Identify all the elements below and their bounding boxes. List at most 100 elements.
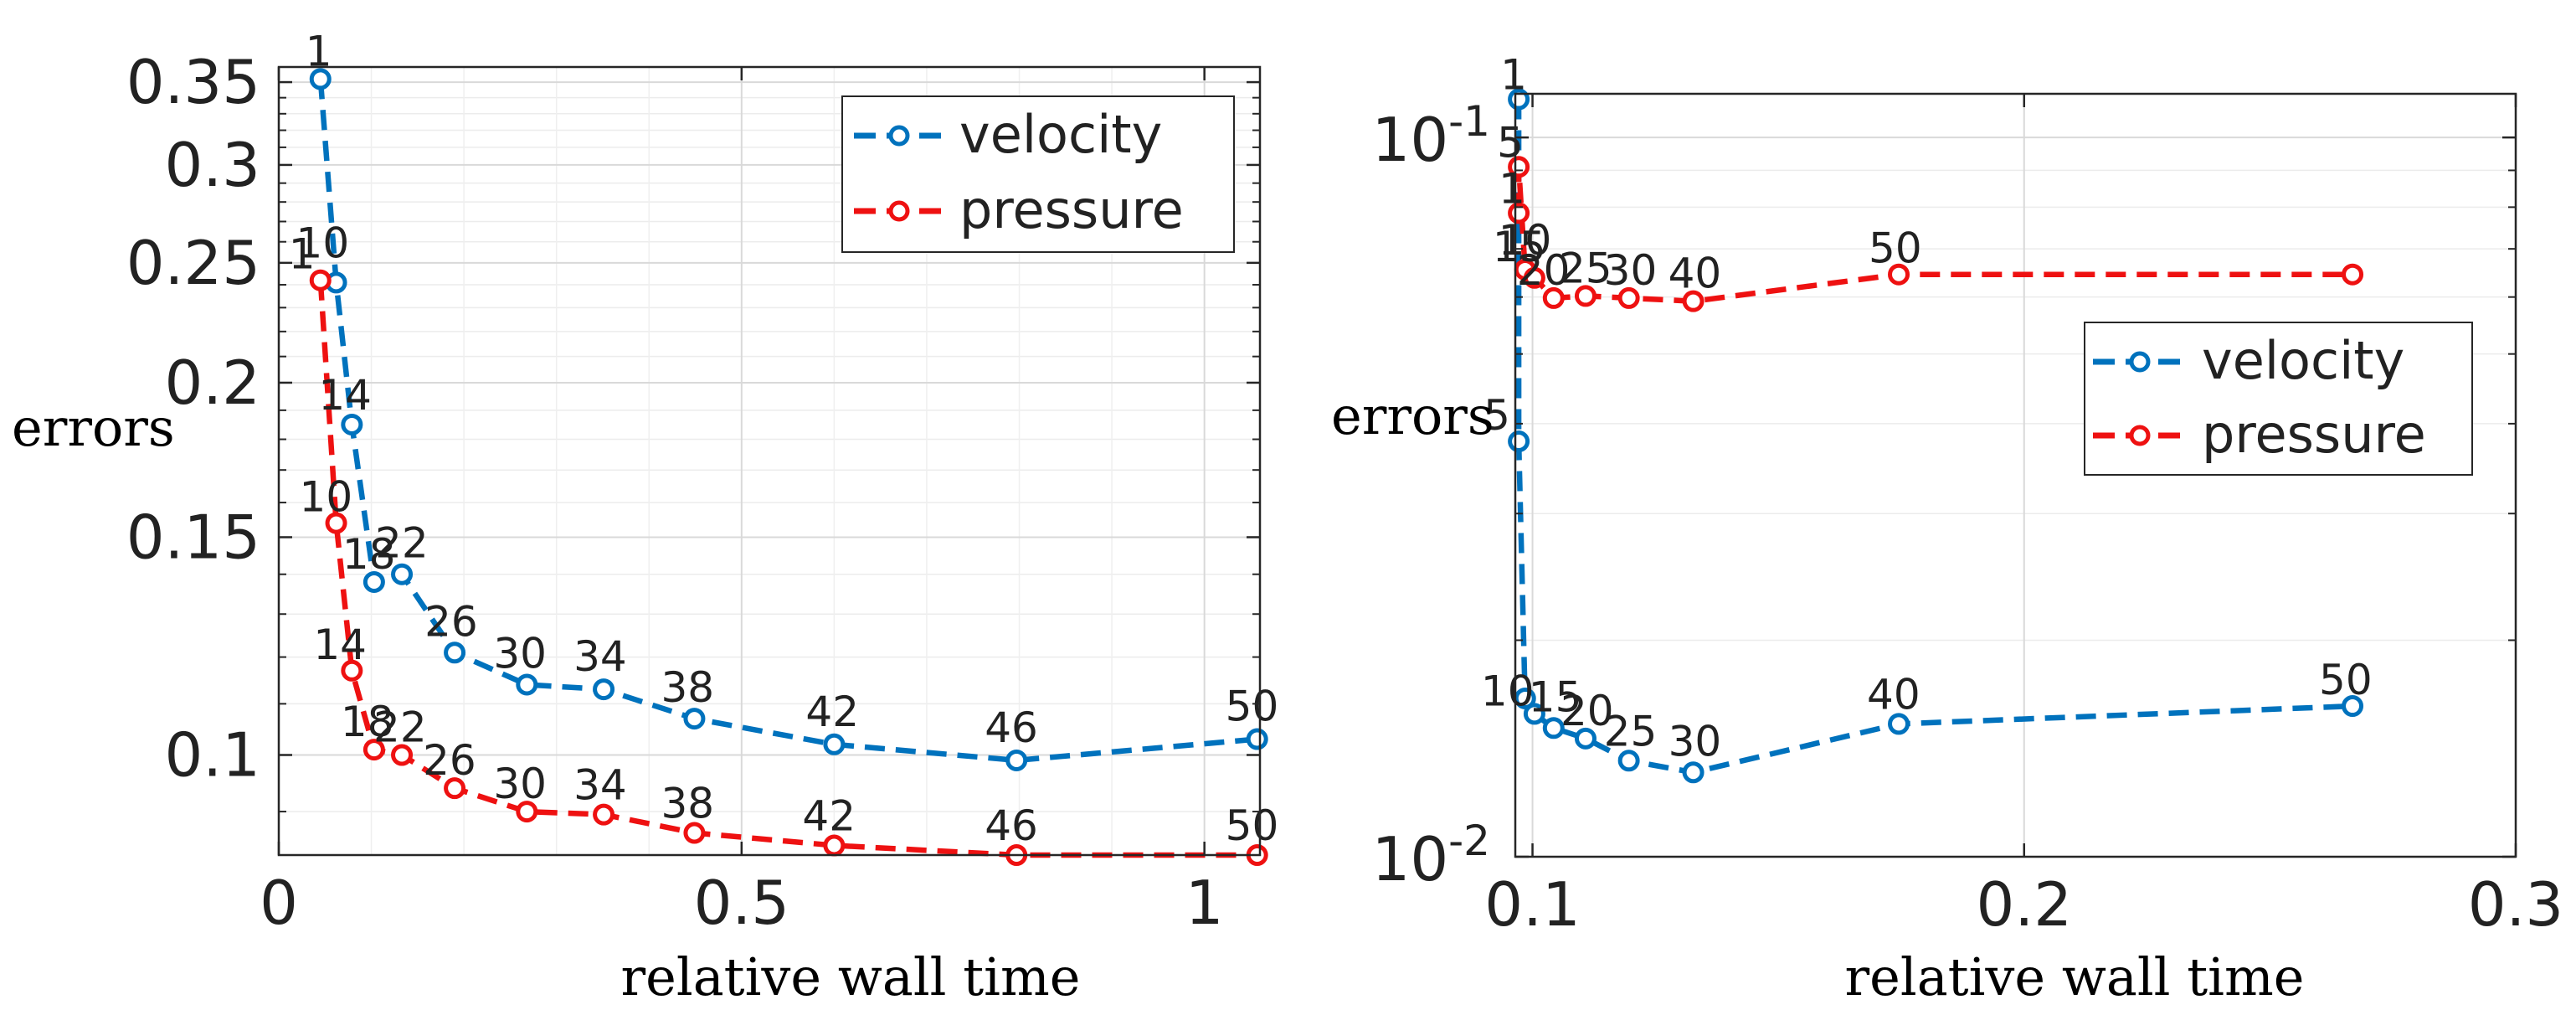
right-y-tick-label: 10-1 — [1372, 97, 1490, 175]
left-velocity-point — [1005, 749, 1028, 771]
left-velocity-point-label: 46 — [985, 703, 1038, 752]
right-velocity-point-label: 40 — [1867, 670, 1920, 719]
left-velocity-point-label: 34 — [573, 632, 627, 681]
left-legend-velocity-label: velocity — [959, 104, 1162, 165]
left-velocity-point — [341, 413, 363, 435]
left-pressure-point — [516, 801, 538, 823]
left-velocity-point — [309, 68, 332, 90]
right-pressure-point-label: 50 — [1869, 224, 1922, 273]
left-velocity-line — [317, 79, 1257, 764]
right-x-tick-label: 0.2 — [1977, 869, 2073, 940]
left-velocity-point-label: 18 — [342, 530, 396, 579]
right-velocity-point-label: 15 — [1529, 672, 1582, 721]
left-pressure-point — [391, 744, 414, 766]
left-velocity-point — [362, 570, 385, 593]
left-pressure-point-label: 18 — [341, 698, 394, 746]
left-pressure-point-label: 22 — [373, 703, 427, 752]
left-y-tick-label: 0.35 — [126, 47, 260, 117]
right-velocity-point — [2342, 695, 2364, 718]
right-pressure-point-label: 10 — [1499, 216, 1552, 265]
left-pressure-point-label: 30 — [493, 760, 547, 808]
left-y-tick-label: 0.2 — [164, 348, 260, 418]
left-pressure-point-label: 26 — [423, 736, 476, 785]
right-legend-pressure-label: pressure — [2202, 404, 2426, 465]
left-pressure-point — [341, 659, 363, 682]
left-pressure-point-label: 34 — [573, 761, 627, 810]
left-pressure-point — [593, 803, 615, 826]
left-velocity-point — [683, 708, 706, 730]
left-pressure-point-label: 10 — [300, 473, 353, 522]
left-x-tick-labels: 0 0.5 1 — [260, 868, 1223, 938]
left-velocity-point-label: 22 — [375, 519, 429, 568]
right-x-tick-label: 0.1 — [1484, 869, 1581, 940]
right-pressure-point-label: 30 — [1604, 246, 1658, 295]
right-pressure-point — [1542, 286, 1565, 309]
right-velocity-point — [1574, 727, 1597, 750]
left-legend-velocity-marker — [888, 125, 910, 147]
left-velocity-point — [444, 642, 466, 664]
right-x-tick-label: 0.3 — [2468, 869, 2564, 940]
right-pressure-point-label: 5 — [1497, 118, 1524, 167]
right-tick-marks — [1515, 94, 2517, 858]
right-velocity-point — [1682, 761, 1704, 784]
left-y-tick-label: 0.3 — [164, 130, 260, 200]
left-velocity-point-label: 30 — [493, 629, 547, 678]
right-y-tick-labels: 10-2 10-1 — [1372, 97, 1490, 894]
left-legend-pressure-marker — [888, 200, 910, 222]
right-pressure-point-label: 20 — [1517, 246, 1571, 295]
left-pressure-point-label: 1 — [289, 230, 316, 279]
left-pressure-point-label: 42 — [802, 792, 856, 841]
right-x-tick-labels: 0.1 0.2 0.3 — [1484, 869, 2563, 940]
right-y-axis-label: errors — [1331, 385, 1494, 446]
left-velocity-point — [593, 678, 615, 701]
left-series-lines — [317, 79, 1257, 858]
right-pressure-point — [1574, 285, 1597, 307]
left-pressure-point — [309, 269, 332, 291]
left-x-axis-label: relative wall time — [621, 946, 1081, 1007]
right-legend-velocity-label: velocity — [2202, 330, 2404, 391]
left-velocity-point-label: 26 — [424, 597, 478, 646]
left-y-axis-label: errors — [12, 397, 175, 458]
left-pressure-line — [317, 280, 1257, 858]
right-legend-pressure-marker — [2129, 425, 2151, 446]
left-pressure-point-label: 50 — [1226, 801, 1279, 850]
right-pressure-point — [1523, 266, 1545, 289]
left-velocity-point — [391, 563, 414, 585]
right-velocity-point — [1888, 713, 1910, 735]
left-legend-pressure-label: pressure — [959, 179, 1184, 240]
left-pressure-point — [683, 822, 706, 844]
right-y-tick-label: 10-2 — [1372, 817, 1490, 894]
left-pressure-point — [444, 777, 466, 800]
left-x-tick-label: 0.5 — [694, 868, 790, 938]
left-velocity-point-label: 42 — [805, 688, 859, 736]
left-x-tick-label: 1 — [1185, 868, 1224, 938]
right-velocity-point-label: 50 — [2319, 656, 2373, 704]
right-pressure-point — [2342, 263, 2364, 286]
left-y-tick-label: 0.25 — [126, 228, 260, 298]
right-velocity-point-label: 30 — [1668, 717, 1722, 765]
right-velocity-point — [1542, 717, 1565, 739]
left-velocity-point — [516, 673, 538, 696]
left-velocity-point-label: 38 — [661, 663, 714, 712]
right-velocity-point-label: 1 — [1500, 51, 1527, 100]
left-pressure-point-label: 14 — [313, 621, 367, 669]
left-pressure-point-label: 46 — [985, 801, 1038, 850]
right-velocity-point-label: 5 — [1483, 391, 1510, 440]
right-pressure-point — [1682, 290, 1704, 312]
left-y-tick-label: 0.1 — [164, 720, 260, 791]
left-pressure-point-label: 38 — [661, 780, 714, 828]
left-pressure-point — [325, 512, 347, 534]
left-velocity-point-label: 14 — [318, 371, 372, 420]
right-velocity-point — [1617, 750, 1640, 772]
left-tick-marks — [277, 67, 1260, 855]
right-legend-velocity-marker — [2129, 351, 2151, 373]
left-legend-box — [841, 95, 1235, 253]
left-y-tick-labels: 0.1 0.15 0.2 0.25 0.3 0.35 — [126, 47, 260, 790]
right-pressure-point-label: 15 — [1493, 223, 1546, 271]
left-x-tick-label: 0 — [260, 868, 298, 938]
left-data-points — [309, 68, 1268, 866]
